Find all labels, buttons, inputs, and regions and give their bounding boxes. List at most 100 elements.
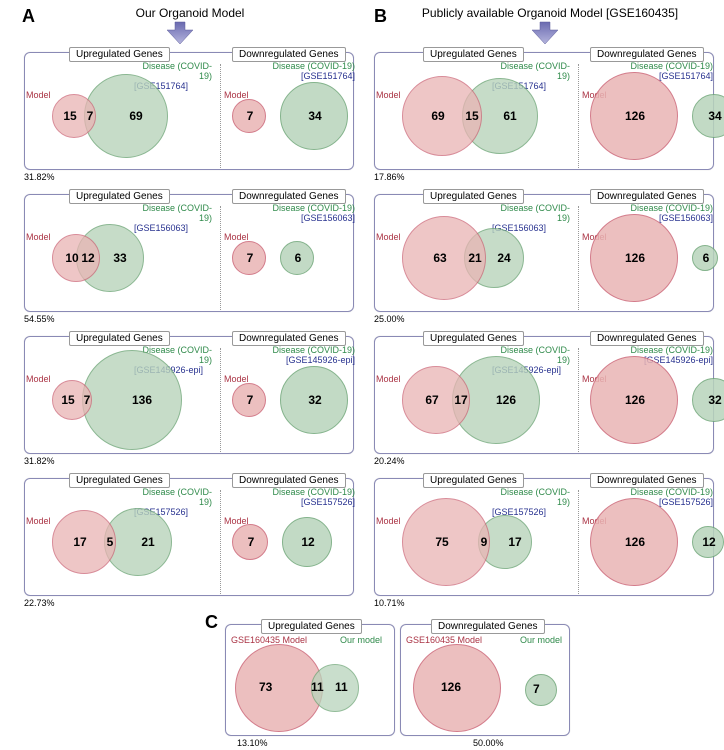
percent-label: 31.82% [24, 172, 55, 182]
disease-label: Disease (COVID-19) [623, 487, 713, 497]
venn-circle-disease [525, 674, 557, 706]
venn-row: Upregulated GenesDownregulated GenesMode… [24, 470, 354, 605]
gse-label: [GSE145926-epi] [275, 355, 355, 365]
venn-value: 7 [237, 109, 263, 123]
disease-label: Disease (COVID-19) [265, 345, 355, 355]
venn-value: 7 [238, 535, 264, 549]
gse-label: [GSE156063] [134, 223, 214, 233]
percent-label: 13.10% [237, 738, 268, 748]
venn-value: 17 [70, 535, 90, 549]
subtitle-up: Upregulated Genes [423, 473, 524, 488]
gse-label: [GSE151764] [275, 71, 355, 81]
subtitle-up: Upregulated Genes [423, 47, 524, 62]
venn-value: 75 [432, 535, 452, 549]
arrow-icon [530, 20, 560, 46]
venn-value: 126 [622, 535, 648, 549]
venn-value: 7 [237, 393, 263, 407]
percent-label: 20.24% [374, 456, 405, 466]
venn-value: 7 [81, 109, 99, 123]
disease-label: Our model [340, 635, 382, 645]
venn-value: 34 [304, 109, 326, 123]
disease-label: Disease (COVID-19) [265, 203, 355, 213]
percent-label: 50.00% [473, 738, 504, 748]
venn-row: Upregulated GenesDownregulated GenesMode… [24, 186, 354, 321]
venn-value: 67 [422, 393, 442, 407]
venn-value: 63 [430, 251, 450, 265]
venn-value: 15 [58, 393, 78, 407]
subtitle-up: Upregulated Genes [69, 473, 170, 488]
model-label: Model [26, 232, 51, 242]
venn-value: 12 [79, 251, 97, 265]
venn-value: 11 [335, 680, 348, 694]
percent-label: 54.55% [24, 314, 55, 324]
subtitle-up: Upregulated Genes [69, 189, 170, 204]
disease-label: Disease (COVID-19) [490, 487, 570, 507]
venn-value: 32 [704, 393, 724, 407]
panel-label-b: B [374, 6, 387, 27]
venn-value: 17 [500, 535, 530, 549]
venn-value: 61 [495, 109, 525, 123]
subtitle-up: Upregulated Genes [423, 331, 524, 346]
disease-label: Disease (COVID-19) [623, 203, 713, 213]
model-label: Model [376, 90, 401, 100]
venn-value: 15 [60, 109, 80, 123]
model-label: GSE160435 Model [406, 635, 482, 645]
venn-value: 6 [287, 251, 309, 265]
arrow-icon [165, 20, 195, 46]
subtitle-down: Downregulated Genes [232, 47, 346, 62]
venn-value: 11 [311, 680, 324, 694]
venn-row: Upregulated GenesDownregulated GenesMode… [374, 328, 704, 463]
venn-value: 6 [695, 251, 717, 265]
venn-value: 136 [127, 393, 157, 407]
subtitle-down: Downregulated Genes [431, 619, 545, 634]
subtitle-down: Downregulated Genes [232, 473, 346, 488]
subtitle-up: Upregulated Genes [423, 189, 524, 204]
percent-label: 25.00% [374, 314, 405, 324]
panel-c-group: Upregulated Genes Downregulated Genes GS… [225, 616, 575, 746]
column-title-b: Publicly available Organoid Model [GSE16… [395, 6, 705, 20]
disease-label: Disease (COVID-19) [265, 487, 355, 497]
venn-row: Upregulated Genes Downregulated Genes Mode… [374, 44, 704, 179]
venn-value: 126 [622, 251, 648, 265]
subtitle-up: Upregulated Genes [69, 47, 170, 62]
venn-circle-model [235, 644, 323, 732]
venn-value: 24 [489, 251, 519, 265]
venn-value: 5 [101, 535, 119, 549]
model-label: Model [26, 90, 51, 100]
percent-label: 10.71% [374, 598, 405, 608]
model-label: Model [376, 516, 401, 526]
subtitle-down: Downregulated Genes [590, 189, 704, 204]
venn-value: 126 [622, 393, 648, 407]
model-label: Model [376, 232, 401, 242]
venn-value: 34 [704, 109, 724, 123]
venn-value: 126 [441, 680, 461, 694]
venn-row: Upregulated GenesDownregulated GenesMode… [24, 328, 354, 463]
venn-value: 7 [237, 251, 263, 265]
disease-label: Disease (COVID-19) [132, 203, 212, 223]
venn-value: 12 [698, 535, 720, 549]
venn-value: 17 [452, 393, 470, 407]
percent-label: 17.86% [374, 172, 405, 182]
panel-label-a: A [22, 6, 35, 27]
venn-value: 12 [297, 535, 319, 549]
gse-label: [GSE157526] [275, 497, 355, 507]
percent-label: 22.73% [24, 598, 55, 608]
subtitle-down: Downregulated Genes [590, 47, 704, 62]
subtitle-up: Upregulated Genes [261, 619, 362, 634]
venn-value: 7 [533, 682, 540, 696]
venn-value: 73 [259, 680, 272, 694]
disease-label: Disease (COVID-19) [623, 61, 713, 71]
disease-label: Disease (COVID-19) [132, 487, 212, 507]
subtitle-down: Downregulated Genes [232, 331, 346, 346]
venn-value: 15 [463, 109, 481, 123]
model-label: Model [26, 374, 51, 384]
disease-label: Disease (COVID-19) [490, 203, 570, 223]
venn-row: Upregulated Genes Downregulated Genes Mode… [374, 186, 704, 321]
model-label: GSE160435 Model [231, 635, 307, 645]
subtitle-down: Downregulated Genes [590, 331, 704, 346]
venn-value: 9 [475, 535, 493, 549]
gse-label: [GSE156063] [275, 213, 355, 223]
venn-value: 32 [304, 393, 326, 407]
venn-value: 21 [466, 251, 484, 265]
venn-row: Upregulated GenesDownregulated GenesMode… [374, 470, 704, 605]
